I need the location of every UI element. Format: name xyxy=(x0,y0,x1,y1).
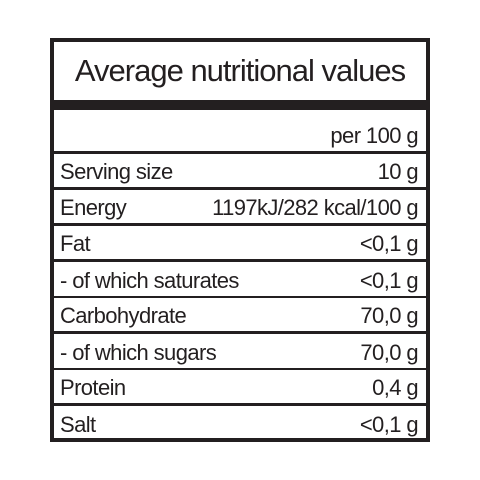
nutrition-table: Average nutritional values per 100 g Ser… xyxy=(50,38,430,442)
table-rows: per 100 g Serving size 10 g Energy 1197k… xyxy=(54,110,426,440)
row-value: <0,1 g xyxy=(359,268,419,293)
row-value: <0,1 g xyxy=(359,412,419,437)
table-row-serving-size: Serving size 10 g xyxy=(54,154,426,190)
row-name: Energy xyxy=(60,195,127,220)
table-row-saturates: - of which saturates <0,1 g xyxy=(54,262,426,298)
row-name: Serving size xyxy=(60,159,173,184)
row-name: - of which sugars xyxy=(60,340,217,365)
column-header-per-100g: per 100 g xyxy=(330,123,418,148)
row-name: Salt xyxy=(60,412,96,437)
row-name: - of which saturates xyxy=(60,268,239,293)
table-row-sugars: - of which sugars 70,0 g xyxy=(54,334,426,370)
table-row-protein: Protein 0,4 g xyxy=(54,370,426,406)
table-row-salt: Salt <0,1 g xyxy=(54,406,426,440)
column-header-row: per 100 g xyxy=(54,110,426,154)
table-row-fat: Fat <0,1 g xyxy=(54,226,426,262)
table-row-energy: Energy 1197kJ/282 kcal/100 g xyxy=(54,190,426,226)
table-title: Average nutritional values xyxy=(54,42,426,110)
row-value: 0,4 g xyxy=(372,375,419,400)
row-value: 70,0 g xyxy=(360,303,418,328)
row-value: 10 g xyxy=(377,159,419,184)
row-name: Protein xyxy=(60,375,126,400)
row-name: Fat xyxy=(60,231,91,256)
row-value: <0,1 g xyxy=(359,231,419,256)
table-row-carbohydrate: Carbohydrate 70,0 g xyxy=(54,298,426,334)
row-name: Carbohydrate xyxy=(60,303,187,328)
row-value: 1197kJ/282 kcal/100 g xyxy=(212,195,419,220)
row-value: 70,0 g xyxy=(360,340,418,365)
